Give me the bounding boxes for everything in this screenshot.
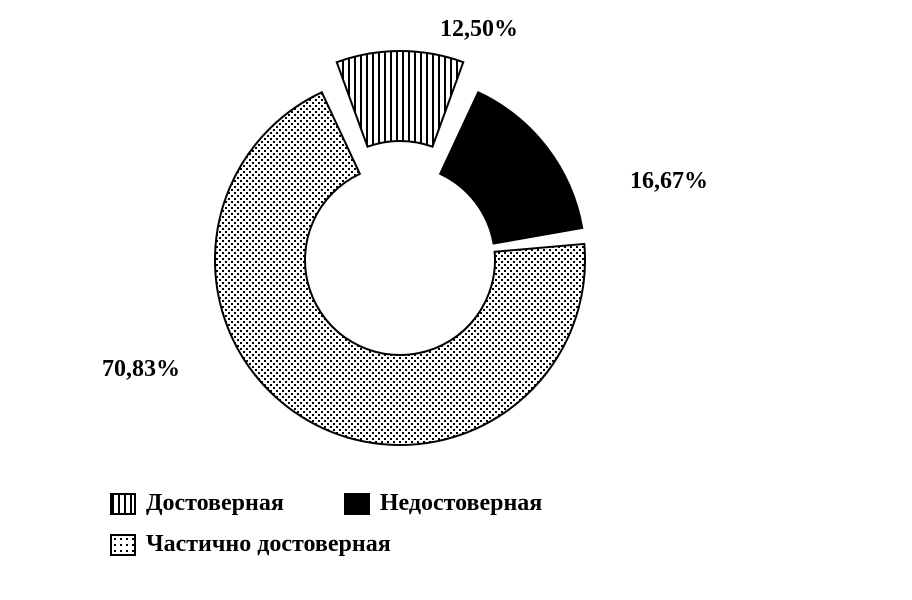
legend-item-1: Недостоверная [344, 490, 542, 517]
slice-0 [337, 51, 464, 147]
slice-label-1: 16,67% [630, 168, 708, 195]
legend-item-0: Достоверная [110, 490, 284, 517]
legend-swatch-1 [344, 493, 370, 515]
legend-label-0: Достоверная [146, 490, 284, 517]
slice-label-0: 12,50% [440, 16, 518, 43]
legend-swatch-0 [110, 493, 136, 515]
slice-1 [440, 92, 582, 243]
legend-swatch-2 [110, 534, 136, 556]
legend-item-2: Частично достоверная [110, 531, 391, 558]
slice-label-2: 70,83% [102, 356, 180, 383]
legend: Достоверная Недостоверная Частично досто… [110, 490, 810, 558]
donut-chart-container: 12,50% 16,67% 70,83% Достоверная Недосто… [0, 0, 912, 600]
legend-label-1: Недостоверная [380, 490, 542, 517]
legend-label-2: Частично достоверная [146, 531, 391, 558]
